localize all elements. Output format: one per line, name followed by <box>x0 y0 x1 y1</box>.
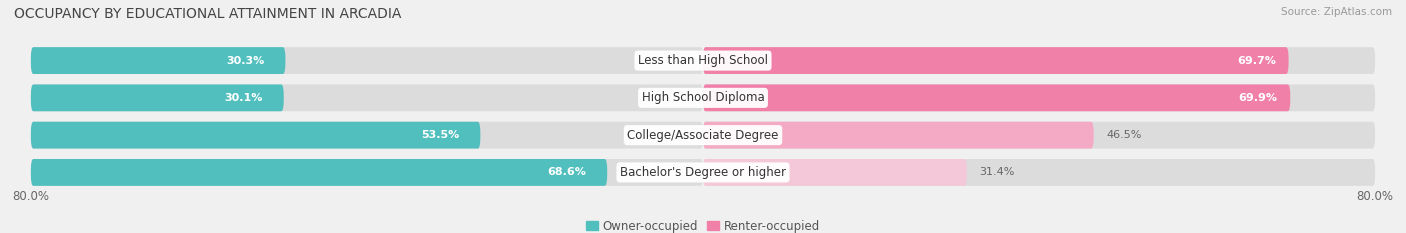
Text: 68.6%: 68.6% <box>547 168 586 177</box>
Text: Less than High School: Less than High School <box>638 54 768 67</box>
Legend: Owner-occupied, Renter-occupied: Owner-occupied, Renter-occupied <box>581 215 825 233</box>
FancyBboxPatch shape <box>703 122 1375 149</box>
FancyBboxPatch shape <box>703 84 1375 111</box>
Text: 80.0%: 80.0% <box>13 190 49 203</box>
Text: 30.1%: 30.1% <box>225 93 263 103</box>
Text: 80.0%: 80.0% <box>1357 190 1393 203</box>
FancyBboxPatch shape <box>31 84 703 111</box>
FancyBboxPatch shape <box>31 122 703 149</box>
FancyBboxPatch shape <box>31 47 285 74</box>
Text: Source: ZipAtlas.com: Source: ZipAtlas.com <box>1281 7 1392 17</box>
FancyBboxPatch shape <box>703 84 1291 111</box>
Text: 30.3%: 30.3% <box>226 56 264 65</box>
Text: 69.7%: 69.7% <box>1237 56 1277 65</box>
FancyBboxPatch shape <box>703 122 1094 149</box>
FancyBboxPatch shape <box>703 47 1375 74</box>
FancyBboxPatch shape <box>703 159 967 186</box>
FancyBboxPatch shape <box>31 159 703 186</box>
Text: 46.5%: 46.5% <box>1107 130 1142 140</box>
Text: High School Diploma: High School Diploma <box>641 91 765 104</box>
FancyBboxPatch shape <box>31 159 607 186</box>
Text: OCCUPANCY BY EDUCATIONAL ATTAINMENT IN ARCADIA: OCCUPANCY BY EDUCATIONAL ATTAINMENT IN A… <box>14 7 402 21</box>
FancyBboxPatch shape <box>703 159 1375 186</box>
FancyBboxPatch shape <box>703 47 1289 74</box>
Text: 53.5%: 53.5% <box>422 130 460 140</box>
Text: 31.4%: 31.4% <box>980 168 1015 177</box>
Text: College/Associate Degree: College/Associate Degree <box>627 129 779 142</box>
FancyBboxPatch shape <box>31 122 481 149</box>
FancyBboxPatch shape <box>31 84 284 111</box>
Text: Bachelor's Degree or higher: Bachelor's Degree or higher <box>620 166 786 179</box>
Text: 69.9%: 69.9% <box>1239 93 1278 103</box>
FancyBboxPatch shape <box>31 47 703 74</box>
